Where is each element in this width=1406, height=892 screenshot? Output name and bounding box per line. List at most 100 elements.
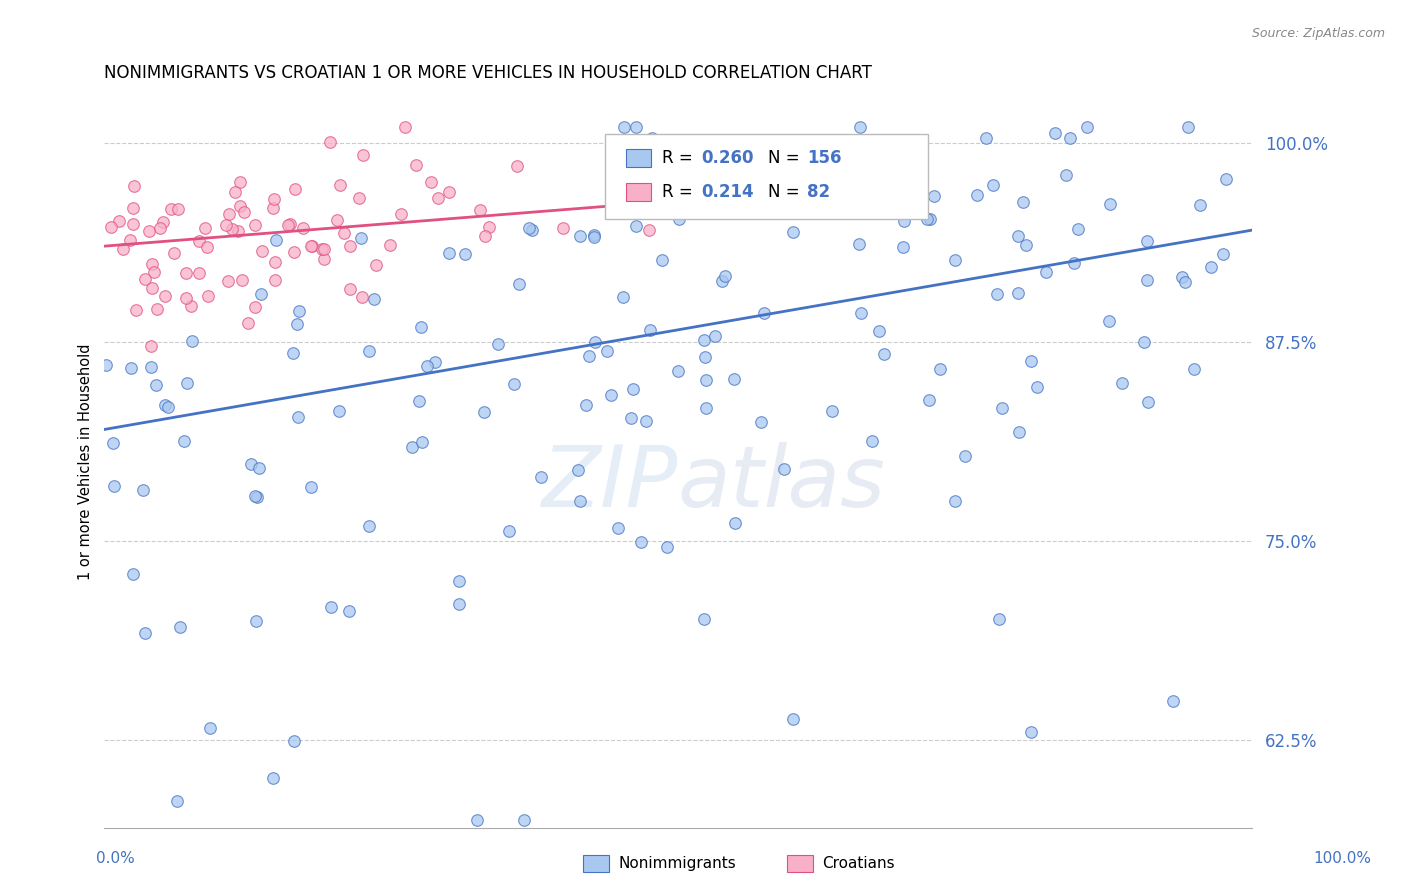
Point	[868, 324, 890, 338]
Point	[283, 346, 305, 360]
Point	[1111, 376, 1133, 391]
Point	[630, 535, 652, 549]
Point	[990, 401, 1012, 416]
Text: NONIMMIGRANTS VS CROATIAN 1 OR MORE VEHICLES IN HOUSEHOLD CORRELATION CHART: NONIMMIGRANTS VS CROATIAN 1 OR MORE VEHI…	[104, 64, 872, 82]
Point	[607, 521, 630, 535]
Point	[195, 240, 218, 254]
Point	[474, 229, 496, 244]
Point	[966, 188, 988, 202]
Point	[264, 233, 287, 247]
Point	[782, 712, 804, 726]
Point	[636, 414, 658, 428]
Point	[194, 221, 217, 235]
Point	[174, 291, 197, 305]
Point	[357, 343, 380, 358]
Point	[695, 401, 717, 415]
Point	[157, 401, 180, 415]
Point	[849, 306, 872, 320]
Point	[378, 238, 401, 252]
Point	[1099, 197, 1122, 211]
Point	[1136, 235, 1159, 249]
Point	[1007, 425, 1029, 439]
Point	[134, 626, 156, 640]
Point	[773, 461, 796, 475]
Point	[1007, 229, 1029, 244]
Point	[247, 461, 270, 475]
Point	[945, 494, 967, 508]
Point	[363, 292, 385, 306]
Point	[139, 339, 162, 353]
Point	[245, 219, 267, 233]
Point	[651, 252, 673, 267]
Point	[243, 489, 266, 503]
Point	[782, 225, 804, 239]
Point	[621, 382, 644, 396]
Point	[312, 242, 335, 256]
Text: 0.214: 0.214	[702, 183, 754, 201]
Point	[821, 404, 844, 418]
Point	[1212, 247, 1234, 261]
Point	[423, 355, 446, 369]
Point	[122, 217, 145, 231]
Point	[301, 238, 323, 252]
Point	[498, 524, 520, 538]
Point	[188, 234, 211, 248]
Point	[215, 218, 238, 232]
Point	[245, 300, 267, 314]
Point	[262, 202, 284, 216]
Point	[217, 274, 239, 288]
Point	[928, 362, 950, 376]
Point	[160, 202, 183, 217]
Point	[953, 449, 976, 463]
Point	[103, 478, 125, 492]
Point	[583, 334, 606, 349]
Point	[339, 283, 361, 297]
Point	[419, 175, 441, 189]
Point	[1189, 197, 1212, 211]
Point	[1059, 130, 1081, 145]
Point	[401, 440, 423, 454]
Point	[389, 207, 412, 221]
Point	[1098, 314, 1121, 328]
Point	[693, 351, 716, 365]
Point	[132, 483, 155, 498]
Point	[891, 239, 914, 253]
Point	[197, 288, 219, 302]
Point	[139, 359, 162, 374]
Point	[264, 254, 287, 268]
Point	[120, 234, 142, 248]
Point	[704, 328, 727, 343]
Point	[283, 734, 305, 748]
Point	[352, 147, 374, 161]
Point	[657, 540, 679, 554]
Point	[122, 178, 145, 193]
Text: 100.0%: 100.0%	[1313, 851, 1371, 865]
Point	[229, 198, 252, 212]
Point	[453, 247, 475, 261]
Point	[112, 243, 135, 257]
Point	[94, 358, 117, 372]
Point	[233, 204, 256, 219]
Point	[291, 221, 314, 235]
Point	[613, 120, 636, 134]
Point	[624, 120, 647, 134]
Point	[711, 274, 734, 288]
Point	[848, 236, 870, 251]
Point	[166, 202, 188, 217]
Point	[173, 434, 195, 448]
Point	[468, 202, 491, 217]
Point	[637, 223, 659, 237]
Point	[1011, 194, 1033, 209]
Point	[517, 221, 540, 235]
Point	[915, 211, 938, 226]
Point	[692, 612, 714, 626]
Point	[1054, 169, 1077, 183]
Point	[328, 404, 350, 418]
Point	[333, 226, 356, 240]
Point	[918, 393, 941, 408]
Point	[246, 491, 269, 505]
Point	[749, 415, 772, 429]
Point	[508, 277, 530, 291]
Point	[218, 207, 240, 221]
Point	[231, 273, 253, 287]
